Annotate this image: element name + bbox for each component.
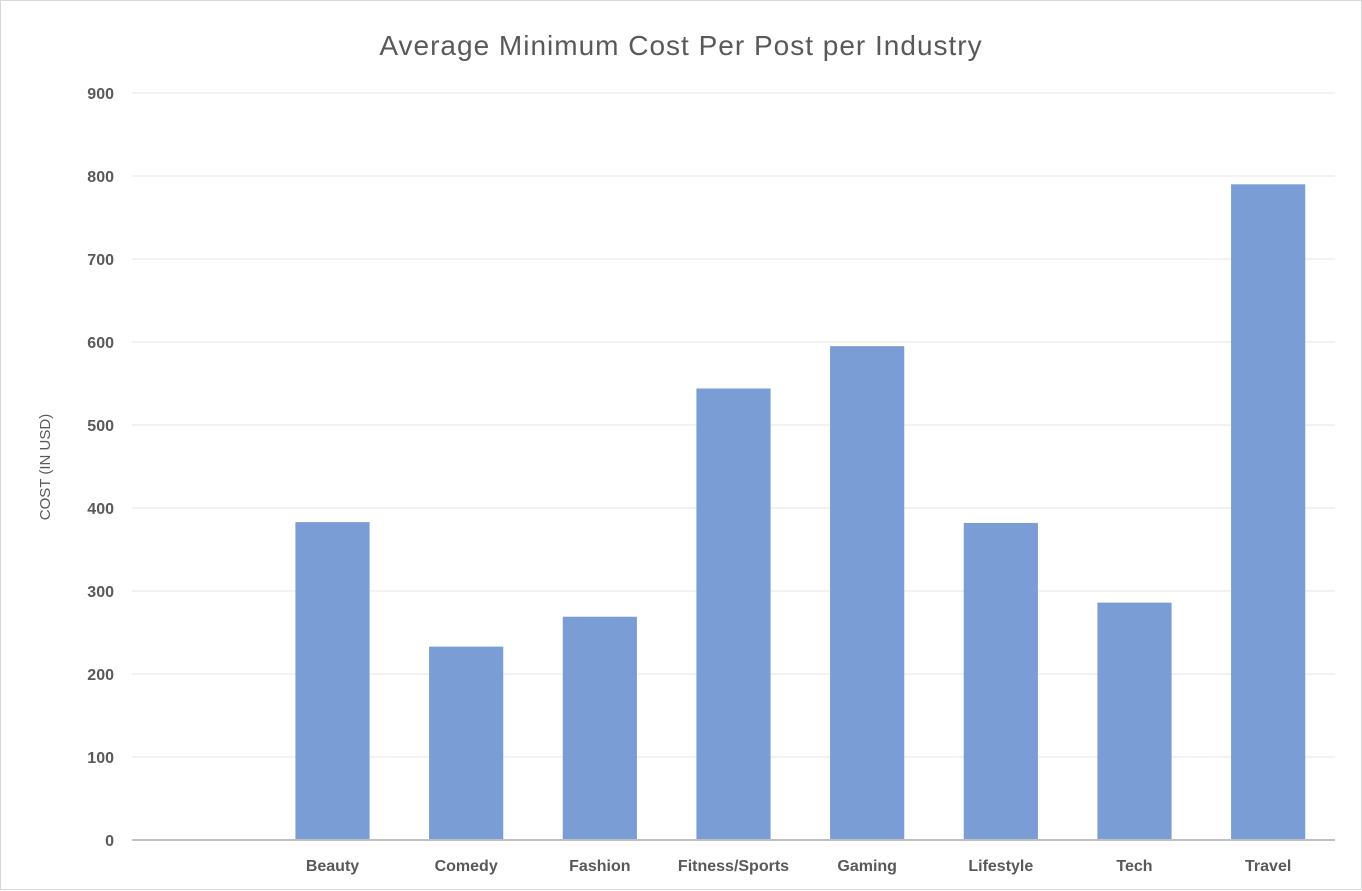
y-axis-ticks: 0 100 200 300 400 500 600 700 800 900 (87, 86, 114, 850)
bar-lifestyle (963, 522, 1038, 840)
x-tick-label: Comedy (435, 858, 498, 875)
x-tick-label: Beauty (306, 858, 359, 875)
y-tick-label: 900 (87, 86, 114, 103)
chart-title: Average Minimum Cost Per Post per Indust… (379, 30, 982, 61)
bar-fitness-sports (696, 388, 771, 840)
x-tick-label: Travel (1245, 858, 1291, 875)
y-axis-label: COST (IN USD) (37, 414, 54, 520)
x-tick-label: Fashion (569, 858, 630, 875)
y-tick-label: 600 (87, 335, 114, 352)
bars (295, 184, 1306, 841)
bar-comedy (429, 646, 504, 840)
x-tick-label: Lifestyle (968, 858, 1033, 875)
y-tick-label: 100 (87, 750, 114, 767)
bar-gaming (830, 346, 905, 840)
x-tick-label: Fitness/Sports (678, 858, 789, 875)
y-tick-label: 200 (87, 667, 114, 684)
bar-fashion (562, 616, 637, 840)
x-axis-ticks: Beauty Comedy Fashion Fitness/Sports Gaming L… (306, 858, 1291, 875)
y-tick-label: 0 (105, 833, 114, 850)
bar-travel (1231, 184, 1306, 841)
bar-tech (1097, 602, 1172, 840)
y-tick-label: 800 (87, 169, 114, 186)
bar-beauty (295, 522, 370, 840)
y-tick-label: 500 (87, 418, 114, 435)
y-tick-label: 300 (87, 584, 114, 601)
y-tick-label: 700 (87, 252, 114, 269)
x-tick-label: Gaming (837, 858, 897, 875)
y-tick-label: 400 (87, 501, 114, 518)
x-tick-label: Tech (1116, 858, 1152, 875)
